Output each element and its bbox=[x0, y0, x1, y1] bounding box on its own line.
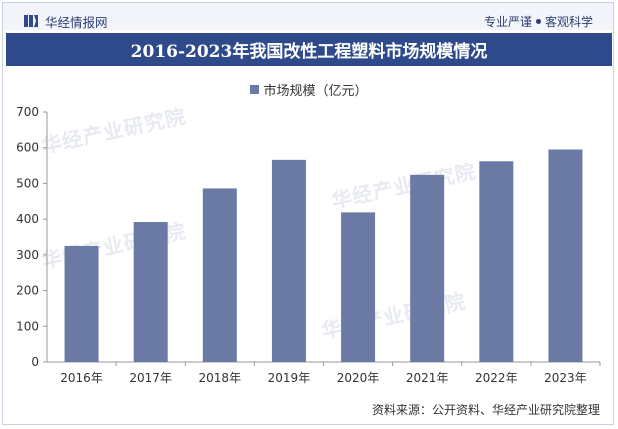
bar bbox=[133, 222, 168, 362]
y-tick-label: 0 bbox=[31, 355, 39, 369]
chart-title: 2016-2023年我国改性工程塑料市场规模情况 bbox=[6, 33, 612, 66]
y-tick-label: 600 bbox=[16, 141, 39, 155]
y-tick-label: 700 bbox=[16, 105, 39, 119]
x-tick-label: 2020年 bbox=[337, 371, 380, 385]
y-tick-label: 400 bbox=[16, 212, 39, 226]
x-tick-label: 2017年 bbox=[129, 371, 172, 385]
tagline-left: 专业严谨 bbox=[483, 14, 532, 29]
x-tick-label: 2018年 bbox=[199, 371, 242, 385]
source-note: 资料来源：公开资料、华经产业研究院整理 bbox=[371, 403, 600, 417]
bar bbox=[341, 212, 376, 362]
bar bbox=[271, 159, 306, 362]
y-tick-label: 200 bbox=[16, 284, 39, 298]
chart-title-text: 2016-2023年我国改性工程塑料市场规模情况 bbox=[130, 42, 488, 62]
legend: 市场规模（亿元） bbox=[0, 80, 618, 99]
x-tick-label: 2019年 bbox=[268, 371, 311, 385]
tagline-right: 客观科学 bbox=[544, 14, 593, 29]
bar bbox=[64, 245, 99, 362]
brand-logo-icon bbox=[24, 15, 38, 27]
brand: 华经情报网 bbox=[23, 12, 108, 30]
bar bbox=[548, 149, 583, 362]
x-tick-label: 2016年 bbox=[60, 371, 103, 385]
top-bar: 华经情报网 专业严谨 客观科学 bbox=[3, 3, 613, 30]
bar bbox=[202, 188, 237, 362]
y-tick-label: 300 bbox=[16, 248, 39, 262]
x-tick-label: 2023年 bbox=[544, 371, 587, 385]
tagline-dot-icon bbox=[535, 18, 541, 24]
brand-name: 华经情报网 bbox=[45, 14, 108, 30]
legend-label: 市场规模（亿元） bbox=[263, 83, 368, 99]
x-tick-label: 2021年 bbox=[406, 371, 449, 385]
bar bbox=[479, 161, 514, 362]
x-tick-label: 2022年 bbox=[475, 371, 518, 385]
y-tick-label: 500 bbox=[16, 176, 39, 190]
bar bbox=[410, 174, 445, 362]
legend-swatch bbox=[250, 84, 260, 94]
tagline: 专业严谨 客观科学 bbox=[484, 12, 593, 30]
y-tick-label: 100 bbox=[16, 319, 39, 333]
